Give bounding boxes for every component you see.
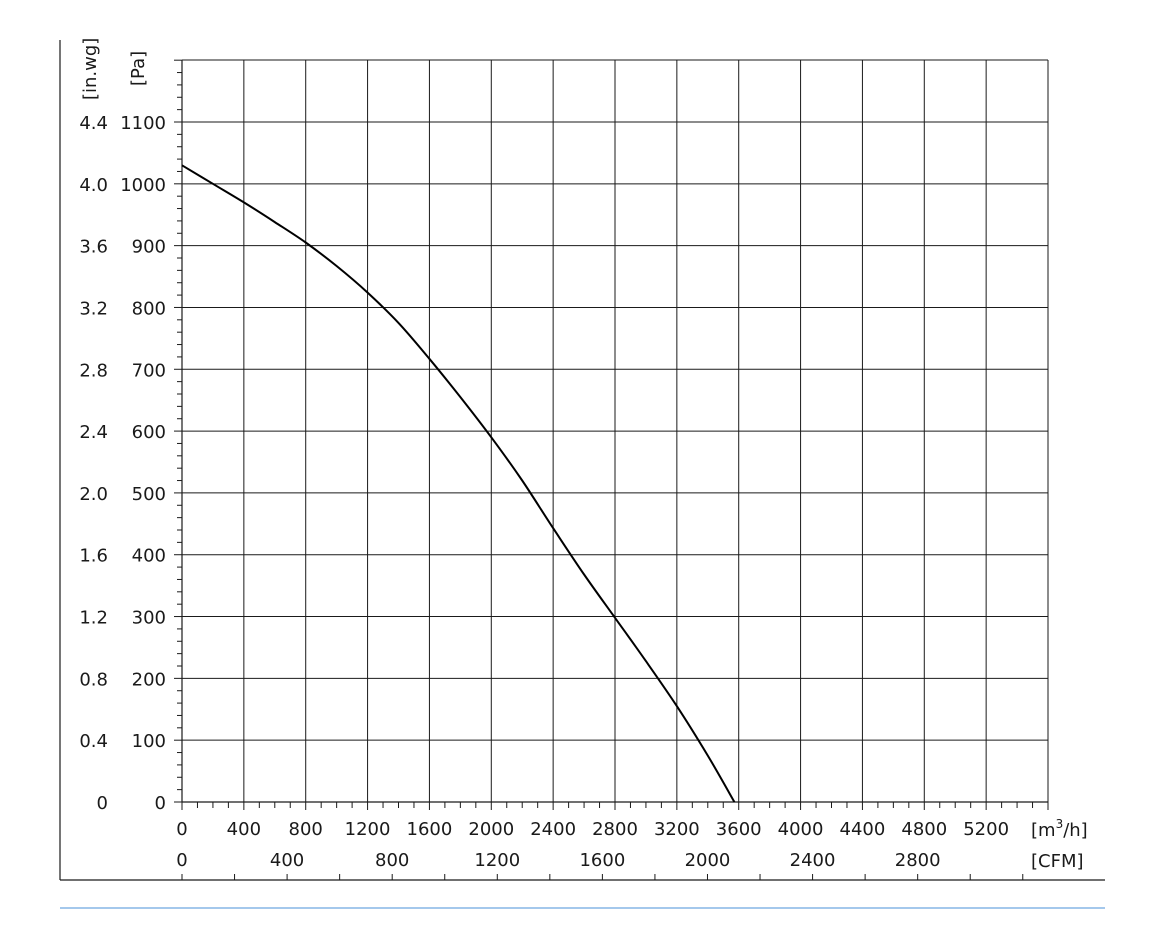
x-tick-label-m3h: 3600 (716, 819, 762, 840)
y-tick-label-pa: 700 (132, 360, 166, 381)
x-axis-label-tail: /h] (1063, 820, 1088, 841)
x-tick-label-cfm: 1600 (579, 850, 625, 871)
grid (181, 59, 1049, 803)
x-tick-label-cfm: 0 (176, 850, 187, 871)
y-tick-label-pa: 100 (132, 731, 166, 752)
x-tick-label-cfm: 2800 (895, 850, 941, 871)
axes (59, 40, 1105, 881)
x-axis-label-m3h: [m3/h] (1031, 817, 1088, 841)
y-tick-label-pa: 900 (132, 237, 166, 258)
x-tick-label-m3h: 1200 (345, 819, 391, 840)
y-tick-label-pa: 400 (132, 546, 166, 567)
y-tick-label-inwg: 2.4 (79, 422, 108, 443)
tick-labels: 0 100 200 300 400 500 600 700 800 900 1000 1100 0 0.4… (79, 113, 1009, 871)
y-axis-label-pa: [Pa] (128, 51, 149, 86)
x-tick-label-m3h: 0 (176, 819, 187, 840)
x-tick-label-cfm: 2000 (685, 850, 731, 871)
y-axis-label-inwg: [in.wg] (80, 38, 101, 100)
y-tick-label-pa: 600 (132, 422, 166, 443)
y-tick-label-inwg: 2.8 (79, 360, 108, 381)
x-tick-label-m3h: 800 (289, 819, 323, 840)
x-tick-label-m3h: 3200 (654, 819, 700, 840)
x-tick-label-m3h: 4800 (901, 819, 947, 840)
y-tick-label-pa: 500 (132, 484, 166, 505)
y-tick-label-inwg: 3.2 (79, 298, 108, 319)
x-tick-label-cfm: 1200 (474, 850, 520, 871)
y-tick-label-inwg: 0.4 (79, 731, 108, 752)
x-axis-label-base: [m (1031, 820, 1056, 841)
tick-marks (174, 59, 1049, 880)
y-tick-label-pa: 0 (155, 793, 166, 814)
x-axis-label-sup: 3 (1056, 817, 1064, 831)
y-tick-label-inwg: 4.0 (79, 175, 108, 196)
x-tick-label-m3h: 400 (227, 819, 261, 840)
y-tick-label-inwg: 0 (97, 793, 108, 814)
y-tick-label-pa: 1000 (120, 175, 166, 196)
y-tick-label-pa: 800 (132, 298, 166, 319)
x-tick-label-m3h: 1600 (407, 819, 453, 840)
y-tick-label-pa: 200 (132, 669, 166, 690)
x-tick-label-m3h: 5200 (963, 819, 1009, 840)
x-axis-label-cfm: [CFM] (1031, 851, 1084, 872)
x-tick-label-m3h: 4400 (840, 819, 886, 840)
y-tick-label-inwg: 3.6 (79, 237, 108, 258)
series-line (181, 164, 736, 803)
y-tick-label-inwg: 2.0 (79, 484, 108, 505)
x-tick-label-m3h: 2000 (468, 819, 514, 840)
y-tick-label-inwg: 0.8 (79, 669, 108, 690)
x-tick-label-cfm: 2400 (790, 850, 836, 871)
x-tick-label-cfm: 800 (375, 850, 409, 871)
y-tick-label-inwg: 1.6 (79, 546, 108, 567)
y-tick-label-pa: 1100 (120, 113, 166, 134)
x-tick-label-m3h: 2800 (592, 819, 638, 840)
x-tick-label-m3h: 2400 (530, 819, 576, 840)
x-tick-label-m3h: 4000 (778, 819, 824, 840)
y-tick-label-inwg: 1.2 (79, 608, 108, 629)
y-tick-label-pa: 300 (132, 608, 166, 629)
series-layer (181, 164, 736, 803)
y-tick-label-inwg: 4.4 (79, 113, 108, 134)
x-tick-label-cfm: 400 (270, 850, 304, 871)
